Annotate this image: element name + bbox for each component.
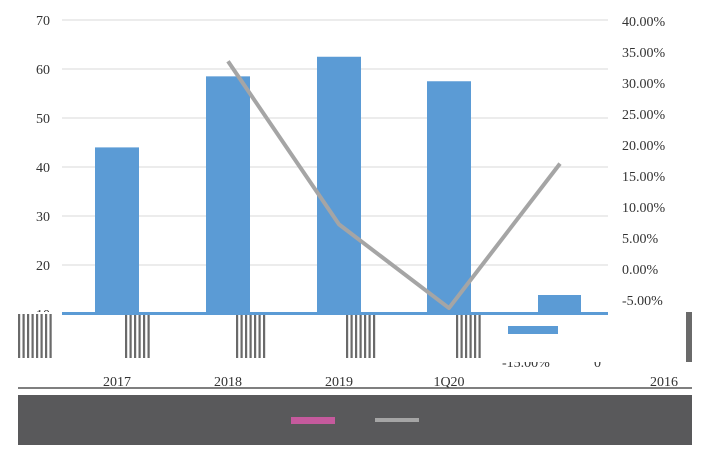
artifact-stripe [134,314,137,358]
legend-bar-swatch [291,416,335,424]
left-tick-label: 50 [36,112,50,127]
artifact-stripe [45,314,48,358]
artifact-stripe [474,314,477,358]
x-tick-label: 2017 [103,375,131,390]
bar [317,56,361,314]
artifact-stripe [359,314,362,358]
artifact-stripe [469,314,472,358]
right-tick-label: 0.00% [622,263,659,278]
right-tick-label: 10.00% [622,201,666,216]
artifact-stripe [125,314,128,358]
left-tick-label: 20 [36,259,50,274]
artifact-stripe [22,314,25,358]
artifact-stripe [478,314,481,358]
legend [18,395,692,445]
artifact-stripe [346,314,349,358]
artifact-stripe [36,314,39,358]
x-tick-label: 1Q20 [433,375,464,390]
left-tick-label: 40 [36,161,50,176]
artifact-stripe [240,314,243,358]
artifact-blur [508,326,558,334]
bar-partial [538,295,581,312]
artifact-stripe [460,314,463,358]
artifact-stripe [147,314,150,358]
legend-item-line [375,418,419,422]
artifact-stripe [138,314,141,358]
right-tick-label: -5.00% [622,294,663,309]
artifact-baseline [62,312,608,315]
artifact-stripe [236,314,239,358]
left-tick-label: 60 [36,63,50,78]
artifact-stripe [368,314,371,358]
right-tick-label: 25.00% [622,108,666,123]
x-tick-label: 2019 [325,375,353,390]
artifact-stripe [143,314,146,358]
right-zero-label: 0 [594,356,601,371]
line-path [226,60,562,311]
bottom-artifact-strip [18,312,692,389]
artifact-stripe [18,314,21,358]
artifact-stripe [40,314,43,358]
x-tick-label-extra: 2016 [650,375,678,390]
artifact-stripe [355,314,358,358]
artifact-stripe [373,314,376,358]
artifact-stripe [245,314,248,358]
artifact-stripe [249,314,252,358]
artifact-stripe [258,314,261,358]
left-axis-ticks: 10203040506070 [36,14,50,323]
artifact-stripe [27,314,30,358]
right-tick-label: 35.00% [622,46,666,61]
legend-item-bar [291,416,335,424]
artifact-edge [686,312,692,362]
x-axis-ticks: 2017 2018 2019 1Q20 2016 [103,375,678,390]
line-series [226,60,562,311]
left-tick-label: 70 [36,14,50,29]
artifact-stripe [254,314,257,358]
artifact-stripe [49,314,52,358]
artifact-stripe [129,314,132,358]
right-tick-label: 20.00% [622,139,666,154]
left-tick-label: 30 [36,210,50,225]
right-axis-ticks: -5.00% 0.00% 5.00% 10.00% 15.00% 20.00% 25.00%… [502,15,666,371]
artifact-stripe [456,314,459,358]
right-tick-label: 15.00% [622,170,666,185]
bar-series [95,56,581,314]
bar [95,147,139,314]
legend-line-swatch [375,418,419,422]
x-tick-label: 2018 [214,375,242,390]
right-tick-label: 30.00% [622,77,666,92]
bar [427,81,471,314]
right-tick-label: 40.00% [622,15,666,30]
right-tick-label: 5.00% [622,232,659,247]
artifact-stripe [364,314,367,358]
artifact-stripe [350,314,353,358]
artifact-stripe [263,314,266,358]
artifact-stripe [465,314,468,358]
bar [206,76,250,314]
artifact-stripe [31,314,34,358]
